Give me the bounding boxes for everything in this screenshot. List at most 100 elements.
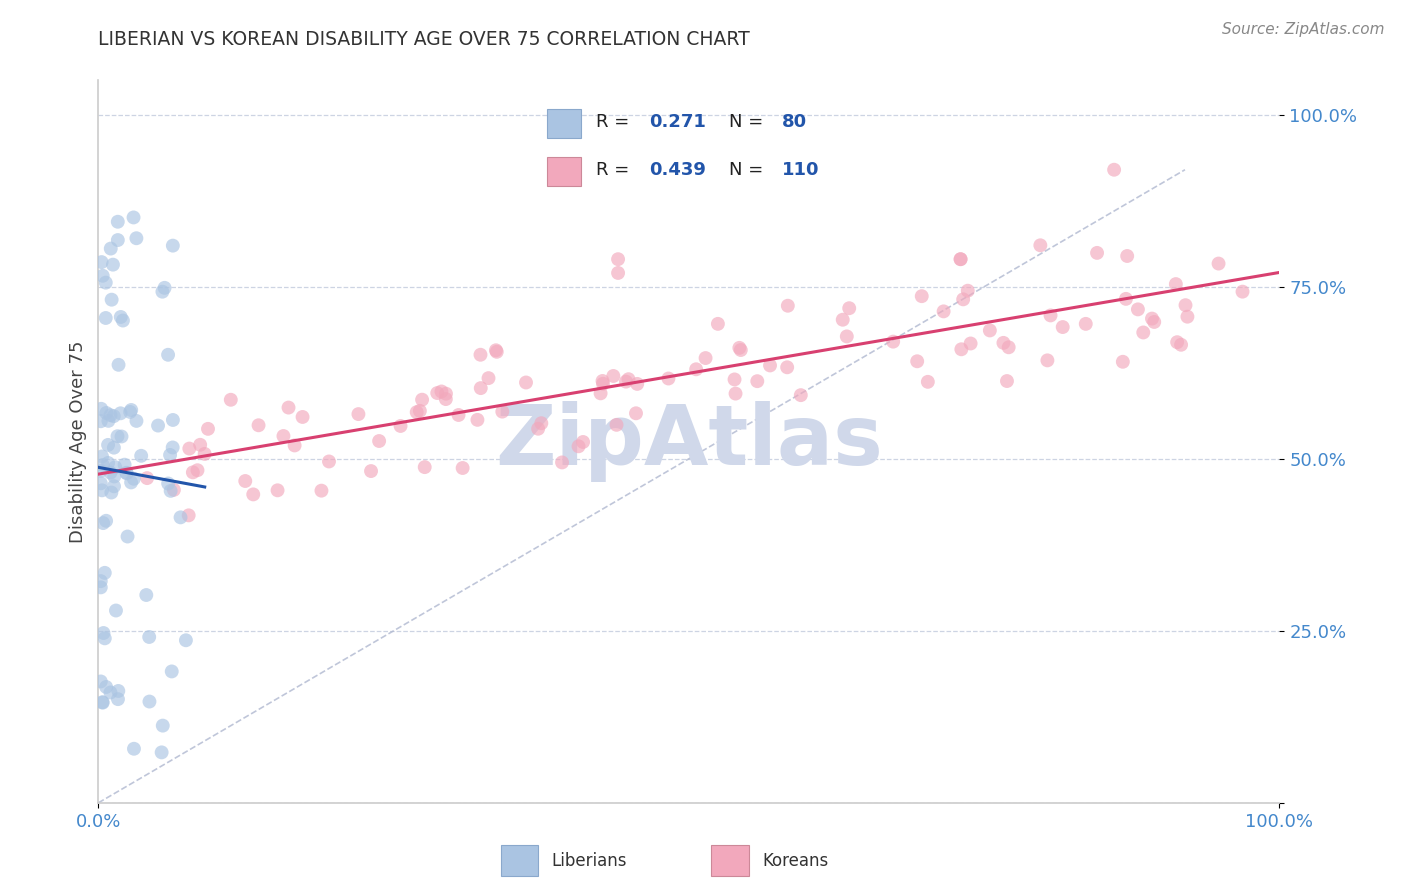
- Point: [1085, 246, 1108, 260]
- Point: [150, 745, 173, 759]
- Point: [979, 323, 1001, 337]
- Point: [219, 392, 242, 407]
- Point: [90, 401, 112, 416]
- Point: [451, 461, 474, 475]
- Point: [100, 293, 122, 307]
- Point: [103, 469, 125, 483]
- Point: [117, 529, 139, 543]
- Point: [572, 435, 595, 450]
- Point: [100, 685, 122, 699]
- Bar: [547, 109, 581, 137]
- Point: [485, 344, 508, 359]
- Point: [125, 414, 148, 428]
- Point: [120, 405, 142, 419]
- Point: [157, 476, 180, 491]
- Point: [759, 359, 782, 373]
- Point: [949, 252, 972, 267]
- Point: [100, 466, 122, 480]
- Point: [162, 238, 184, 252]
- Point: [1036, 353, 1059, 368]
- Point: [138, 694, 160, 708]
- Point: [626, 376, 648, 391]
- Point: [614, 375, 637, 389]
- Point: [932, 304, 955, 318]
- Point: [707, 317, 730, 331]
- Point: [115, 467, 138, 481]
- Point: [103, 441, 125, 455]
- Point: [567, 439, 589, 453]
- Point: [120, 475, 142, 490]
- Point: [360, 464, 382, 478]
- Point: [685, 362, 707, 376]
- Point: [917, 375, 939, 389]
- Bar: [501, 846, 538, 876]
- Point: [311, 483, 333, 498]
- Point: [104, 603, 127, 617]
- Point: [107, 215, 129, 229]
- Point: [617, 372, 640, 386]
- Point: [747, 374, 769, 388]
- Point: [101, 258, 124, 272]
- Point: [1126, 302, 1149, 317]
- Point: [100, 485, 122, 500]
- Point: [277, 401, 299, 415]
- Point: [1115, 292, 1137, 306]
- Point: [159, 448, 181, 462]
- Point: [94, 310, 117, 325]
- Point: [1112, 355, 1135, 369]
- Text: 110: 110: [782, 161, 820, 178]
- Point: [266, 483, 288, 498]
- Point: [90, 476, 112, 491]
- Point: [952, 293, 974, 307]
- Point: [93, 626, 115, 640]
- Point: [409, 404, 432, 418]
- Point: [179, 442, 201, 456]
- Point: [111, 313, 134, 327]
- Y-axis label: Disability Age Over 75: Disability Age Over 75: [69, 340, 87, 543]
- Point: [477, 371, 499, 385]
- Point: [790, 388, 813, 402]
- Point: [247, 418, 270, 433]
- Text: N =: N =: [730, 113, 769, 131]
- Point: [657, 371, 679, 385]
- Point: [592, 374, 614, 388]
- Point: [186, 463, 208, 477]
- Point: [1074, 317, 1097, 331]
- Point: [91, 695, 114, 709]
- Text: LIBERIAN VS KOREAN DISABILITY AGE OVER 75 CORRELATION CHART: LIBERIAN VS KOREAN DISABILITY AGE OVER 7…: [98, 30, 751, 49]
- Point: [389, 419, 412, 434]
- Text: 80: 80: [782, 113, 807, 131]
- Point: [107, 429, 129, 443]
- Point: [882, 334, 904, 349]
- Point: [138, 630, 160, 644]
- Point: [1039, 309, 1062, 323]
- Point: [434, 392, 457, 406]
- Point: [146, 418, 169, 433]
- Point: [135, 588, 157, 602]
- Point: [956, 284, 979, 298]
- Point: [110, 310, 132, 324]
- Point: [470, 381, 492, 395]
- Point: [169, 510, 191, 524]
- Point: [159, 483, 181, 498]
- Point: [730, 343, 752, 357]
- Point: [96, 406, 118, 420]
- Point: [97, 438, 120, 452]
- Point: [100, 408, 122, 422]
- Point: [94, 276, 117, 290]
- Point: [153, 281, 176, 295]
- Point: [120, 403, 142, 417]
- Point: [1029, 238, 1052, 252]
- Point: [949, 252, 972, 267]
- Point: [1143, 315, 1166, 329]
- Point: [1208, 256, 1230, 270]
- Point: [181, 466, 204, 480]
- Point: [90, 580, 112, 594]
- Point: [911, 289, 934, 303]
- Point: [94, 514, 117, 528]
- Point: [347, 407, 370, 421]
- Point: [776, 299, 799, 313]
- Point: [90, 574, 112, 588]
- Point: [405, 405, 427, 419]
- Point: [91, 696, 114, 710]
